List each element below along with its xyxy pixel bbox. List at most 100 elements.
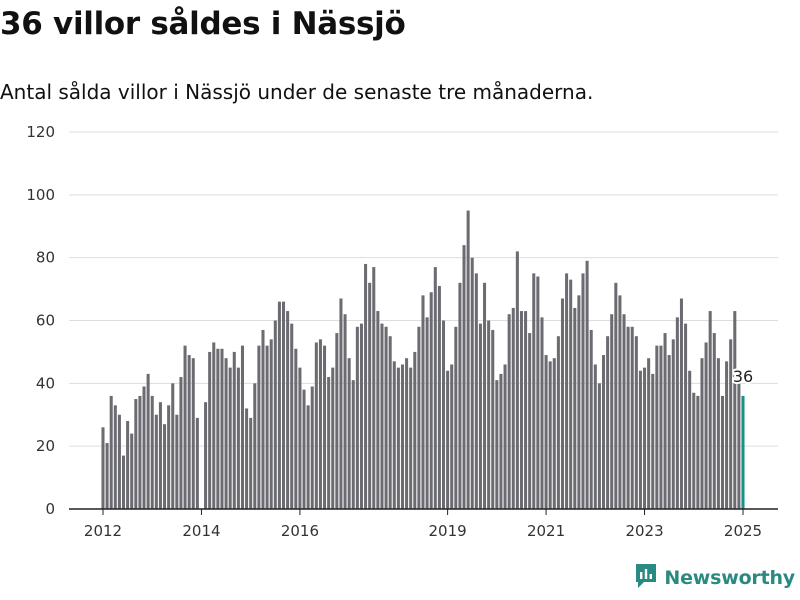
bar	[425, 317, 429, 509]
bar	[126, 421, 130, 509]
x-tick-label: 2025	[724, 522, 762, 540]
bar	[318, 339, 322, 509]
bar	[113, 405, 117, 509]
bar	[552, 358, 556, 509]
bar	[171, 383, 175, 509]
bar	[327, 377, 331, 509]
bar	[121, 455, 126, 509]
bar	[400, 364, 405, 509]
y-tick-label: 120	[26, 123, 55, 141]
bar	[712, 333, 716, 509]
bar	[314, 342, 318, 509]
y-tick-label: 0	[45, 500, 55, 518]
brand-name: Newsworthy	[664, 567, 795, 589]
bar	[466, 210, 470, 509]
bar	[265, 345, 269, 509]
bar	[150, 395, 154, 509]
bar	[692, 392, 696, 509]
bar	[204, 402, 208, 509]
bar	[700, 358, 704, 509]
bar	[306, 405, 310, 509]
bar	[183, 345, 187, 509]
bar	[269, 339, 273, 509]
bar	[421, 295, 425, 509]
bar	[277, 301, 281, 509]
bar	[240, 345, 245, 509]
bar	[359, 323, 363, 509]
chart-title: 36 villor såldes i Nässjö	[0, 6, 406, 42]
bar	[585, 260, 589, 509]
bar	[253, 383, 257, 509]
bar	[409, 367, 413, 510]
bar	[109, 395, 113, 509]
bar	[626, 326, 630, 509]
bar-highlight	[741, 395, 745, 509]
bar	[331, 367, 335, 510]
x-tick-label: 2023	[625, 522, 663, 540]
bar	[257, 345, 261, 509]
bar	[470, 257, 474, 509]
value-annotation: 36	[733, 367, 753, 386]
bar	[458, 282, 462, 509]
bar	[573, 307, 577, 509]
axis-layer	[69, 508, 778, 515]
bar	[655, 345, 659, 509]
bar	[417, 326, 421, 509]
bar	[647, 358, 651, 509]
bar	[343, 314, 347, 509]
bar	[195, 417, 199, 509]
bar	[396, 367, 400, 510]
bar	[310, 386, 314, 509]
bar	[610, 314, 614, 509]
bar	[433, 267, 437, 509]
bar	[142, 386, 146, 509]
y-tick-label: 20	[36, 437, 55, 455]
bar	[478, 323, 482, 509]
x-tick-label: 2019	[429, 522, 467, 540]
bar	[130, 433, 134, 509]
bar	[134, 399, 138, 509]
bar	[405, 358, 409, 509]
bar	[737, 383, 741, 509]
bar	[597, 383, 601, 509]
bar	[704, 342, 708, 509]
bar	[474, 273, 478, 510]
bar	[388, 336, 392, 509]
bar	[503, 364, 507, 509]
bar	[487, 320, 491, 509]
y-tick-label: 100	[26, 186, 55, 204]
bar	[191, 358, 195, 509]
bar	[216, 348, 220, 509]
bar	[220, 348, 224, 509]
bar	[179, 377, 183, 509]
bar	[236, 367, 240, 510]
bar	[187, 355, 191, 509]
bar	[101, 427, 105, 509]
chart-subtitle: Antal sålda villor i Nässjö under de sen…	[0, 80, 594, 104]
bar	[376, 311, 380, 509]
bar	[228, 367, 232, 510]
bar	[281, 301, 286, 509]
bar	[384, 326, 388, 509]
bar	[729, 339, 733, 509]
x-tick-label: 2012	[84, 522, 122, 540]
x-tick-label: 2014	[182, 522, 220, 540]
bar	[708, 311, 712, 509]
y-tick-label: 80	[36, 249, 55, 267]
bar	[175, 414, 179, 509]
bar	[163, 424, 167, 509]
bar	[146, 373, 150, 509]
bar-chart-svg: 0 20 40 60 80 100 120 2012 2014 2016 2019 2021 2023 2…	[26, 123, 778, 540]
bar	[302, 389, 306, 509]
bar	[446, 370, 450, 509]
bar	[355, 326, 359, 509]
newsworthy-logo-icon	[634, 562, 658, 594]
bar	[249, 417, 253, 509]
bar	[462, 245, 466, 509]
bar	[733, 311, 737, 509]
bar	[684, 323, 688, 509]
bar	[167, 405, 171, 509]
bar	[675, 317, 679, 509]
bar	[565, 273, 569, 510]
bar	[593, 364, 597, 509]
